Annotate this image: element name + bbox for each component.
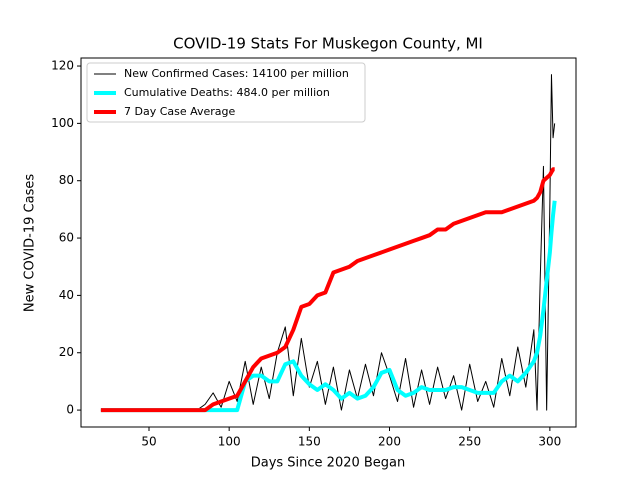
legend-label: New Confirmed Cases: 14100 per million xyxy=(124,67,349,80)
x-tick-label: 300 xyxy=(538,435,561,449)
x-tick-label: 50 xyxy=(141,435,156,449)
y-tick-label: 60 xyxy=(59,231,74,245)
y-tick-label: 40 xyxy=(59,288,74,302)
y-tick-label: 100 xyxy=(51,116,74,130)
x-tick-label: 100 xyxy=(218,435,241,449)
x-axis-label: Days Since 2020 Began xyxy=(251,456,406,471)
series-line xyxy=(100,167,556,413)
y-axis-label: New COVID-19 Cases xyxy=(23,174,38,312)
chart-title: COVID-19 Stats For Muskegon County, MI xyxy=(173,35,483,53)
legend-label: 7 Day Case Average xyxy=(124,105,236,118)
y-tick-label: 0 xyxy=(66,403,74,417)
legend-label: Cumulative Deaths: 484.0 per million xyxy=(124,86,330,99)
x-tick-label: 200 xyxy=(378,435,401,449)
y-tick-label: 80 xyxy=(59,173,74,187)
plot-frame xyxy=(80,57,577,428)
x-tick-label: 250 xyxy=(458,435,481,449)
x-tick-label: 150 xyxy=(298,435,321,449)
y-tick-label: 120 xyxy=(51,59,74,73)
y-tick-label: 20 xyxy=(59,345,74,359)
legend-box xyxy=(86,62,366,123)
